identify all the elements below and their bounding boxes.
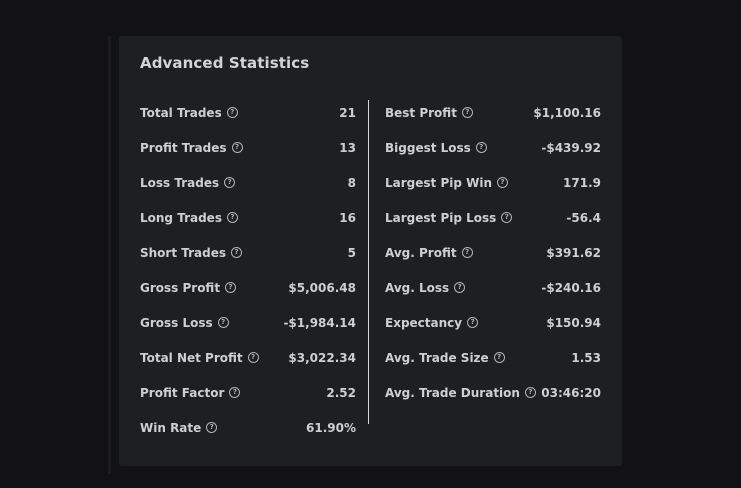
stat-label: Profit Trades bbox=[140, 140, 227, 155]
stat-label: Largest Pip Win bbox=[385, 175, 493, 190]
stat-label: Short Trades bbox=[140, 245, 227, 260]
stat-row-best-profit: Best Profit ? $1,100.16 bbox=[385, 95, 601, 130]
stat-row-loss-trades: Loss Trades ? 8 bbox=[140, 165, 356, 200]
stat-label: Largest Pip Loss bbox=[385, 210, 497, 225]
stat-label: Avg. Loss bbox=[385, 280, 450, 295]
stat-label: Total Net Profit bbox=[140, 350, 243, 365]
help-circle-icon[interactable]: ? bbox=[454, 282, 466, 293]
stat-row-gross-loss: Gross Loss ? -$1,984.14 bbox=[140, 305, 356, 340]
stat-label: Avg. Profit bbox=[385, 245, 457, 260]
stat-label: Best Profit bbox=[385, 105, 457, 120]
stat-value: $391.62 bbox=[546, 245, 601, 260]
stat-value: $3,022.34 bbox=[288, 350, 356, 365]
stat-value: 171.9 bbox=[563, 175, 601, 190]
card-title: Advanced Statistics bbox=[140, 54, 310, 72]
stat-row-profit-factor: Profit Factor ? 2.52 bbox=[140, 375, 356, 410]
stat-label: Long Trades bbox=[140, 210, 222, 225]
stat-label: Biggest Loss bbox=[385, 140, 471, 155]
left-stats-column: Total Trades ? 21 Profit Trades ? 13 Los… bbox=[140, 95, 356, 445]
stat-value: -$439.92 bbox=[541, 140, 601, 155]
stat-value: -$1,984.14 bbox=[283, 315, 356, 330]
help-circle-icon[interactable]: ? bbox=[206, 422, 218, 433]
stat-value: $5,006.48 bbox=[288, 280, 356, 295]
stat-row-gross-profit: Gross Profit ? $5,006.48 bbox=[140, 270, 356, 305]
stat-row-avg-trade-duration: Avg. Trade Duration ? 03:46:20 bbox=[385, 375, 601, 410]
stat-row-long-trades: Long Trades ? 16 bbox=[140, 200, 356, 235]
stat-row-profit-trades: Profit Trades ? 13 bbox=[140, 130, 356, 165]
help-circle-icon[interactable]: ? bbox=[226, 107, 238, 118]
stat-row-largest-pip-win: Largest Pip Win ? 171.9 bbox=[385, 165, 601, 200]
help-circle-icon[interactable]: ? bbox=[226, 212, 238, 223]
stat-label: Gross Loss bbox=[140, 315, 213, 330]
help-circle-icon[interactable]: ? bbox=[247, 352, 259, 363]
stat-value: 5 bbox=[347, 245, 356, 260]
column-divider bbox=[368, 100, 369, 424]
stat-value: 1.53 bbox=[571, 350, 601, 365]
stat-value: $150.94 bbox=[546, 315, 601, 330]
help-circle-icon[interactable]: ? bbox=[501, 212, 513, 223]
help-circle-icon[interactable]: ? bbox=[461, 107, 473, 118]
stat-row-avg-trade-size: Avg. Trade Size ? 1.53 bbox=[385, 340, 601, 375]
stat-row-total-trades: Total Trades ? 21 bbox=[140, 95, 356, 130]
stat-row-largest-pip-loss: Largest Pip Loss ? -56.4 bbox=[385, 200, 601, 235]
right-stats-column: Best Profit ? $1,100.16 Biggest Loss ? -… bbox=[385, 95, 601, 410]
stat-label: Total Trades bbox=[140, 105, 222, 120]
stat-value: 2.52 bbox=[326, 385, 356, 400]
advanced-statistics-card: Advanced Statistics Total Trades ? 21 Pr… bbox=[119, 36, 622, 466]
stat-label: Avg. Trade Duration bbox=[385, 385, 520, 400]
help-circle-icon[interactable]: ? bbox=[217, 317, 229, 328]
stat-label: Loss Trades bbox=[140, 175, 220, 190]
help-circle-icon[interactable]: ? bbox=[493, 352, 505, 363]
stat-value: 8 bbox=[347, 175, 356, 190]
stat-label: Avg. Trade Size bbox=[385, 350, 489, 365]
stat-row-avg-profit: Avg. Profit ? $391.62 bbox=[385, 235, 601, 270]
help-circle-icon[interactable]: ? bbox=[229, 387, 241, 398]
stat-label: Gross Profit bbox=[140, 280, 221, 295]
stat-value: 13 bbox=[339, 140, 356, 155]
stat-value: $1,100.16 bbox=[533, 105, 601, 120]
stat-row-avg-loss: Avg. Loss ? -$240.16 bbox=[385, 270, 601, 305]
help-circle-icon[interactable]: ? bbox=[224, 177, 236, 188]
help-circle-icon[interactable]: ? bbox=[225, 282, 237, 293]
stat-row-short-trades: Short Trades ? 5 bbox=[140, 235, 356, 270]
stat-row-biggest-loss: Biggest Loss ? -$439.92 bbox=[385, 130, 601, 165]
stat-label: Expectancy bbox=[385, 315, 463, 330]
help-circle-icon[interactable]: ? bbox=[461, 247, 473, 258]
help-circle-icon[interactable]: ? bbox=[475, 142, 487, 153]
help-circle-icon[interactable]: ? bbox=[497, 177, 509, 188]
stat-label: Profit Factor bbox=[140, 385, 225, 400]
stat-value: 03:46:20 bbox=[541, 385, 601, 400]
stat-row-expectancy: Expectancy ? $150.94 bbox=[385, 305, 601, 340]
stat-value: -56.4 bbox=[566, 210, 601, 225]
stat-value: -$240.16 bbox=[541, 280, 601, 295]
stat-row-win-rate: Win Rate ? 61.90% bbox=[140, 410, 356, 445]
help-circle-icon[interactable]: ? bbox=[467, 317, 479, 328]
left-border-rule bbox=[108, 36, 111, 474]
stat-value: 21 bbox=[339, 105, 356, 120]
stat-label: Win Rate bbox=[140, 420, 202, 435]
stat-row-total-net-profit: Total Net Profit ? $3,022.34 bbox=[140, 340, 356, 375]
help-circle-icon[interactable]: ? bbox=[231, 142, 243, 153]
help-circle-icon[interactable]: ? bbox=[524, 387, 536, 398]
help-circle-icon[interactable]: ? bbox=[231, 247, 243, 258]
stat-value: 61.90% bbox=[306, 420, 356, 435]
stat-value: 16 bbox=[339, 210, 356, 225]
